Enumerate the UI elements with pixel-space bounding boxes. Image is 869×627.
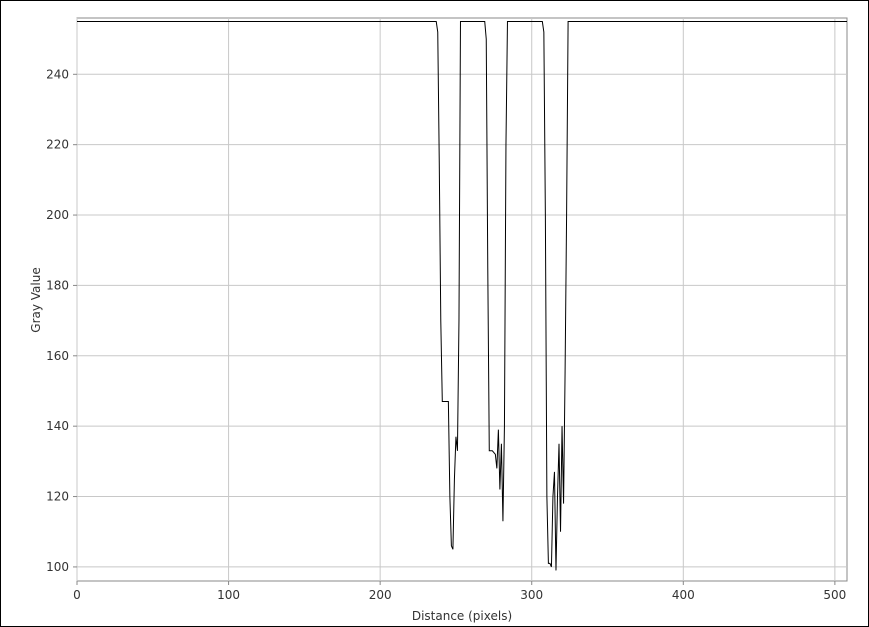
y-tick-label: 180 [46,278,69,292]
y-axis-label: Gray Value [29,267,43,332]
y-tick-label: 100 [46,560,69,574]
y-tick-label: 200 [46,208,69,222]
plot-area [76,17,848,582]
y-axis-ticks: 100 120 140 160 180 200 220 240 [46,67,77,574]
x-tick-label: 0 [73,588,81,602]
x-tick-label: 500 [823,588,846,602]
grid-lines [76,18,847,581]
series-line [77,21,847,571]
y-tick-label: 240 [46,67,69,81]
x-axis-ticks: 0 100 200 300 400 500 [73,581,846,602]
y-tick-label: 160 [46,349,69,363]
y-tick-label: 140 [46,419,69,433]
x-axis-label: Distance (pixels) [412,609,512,623]
y-tick-label: 120 [46,490,69,504]
x-tick-label: 400 [672,588,695,602]
x-tick-label: 100 [217,588,240,602]
y-tick-label: 220 [46,138,69,152]
x-tick-label: 300 [520,588,543,602]
x-tick-label: 200 [369,588,392,602]
